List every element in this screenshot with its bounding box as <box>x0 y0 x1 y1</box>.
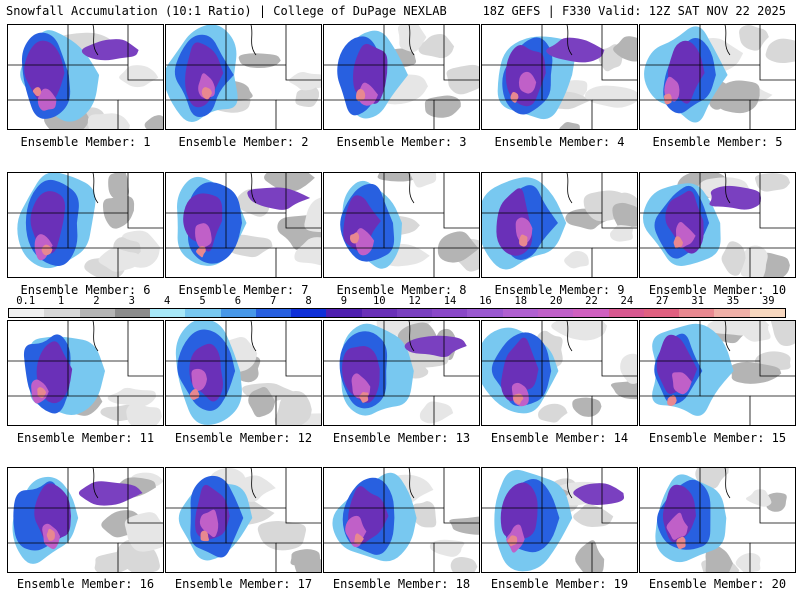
ensemble-member-map <box>639 24 796 130</box>
colorbar-level-label: 7 <box>270 295 277 307</box>
ensemble-member-map <box>7 467 164 573</box>
ensemble-member-label: Ensemble Member: 2 <box>178 135 309 149</box>
colorbar-labels: 0.1 1 2 3 4 5 6 7 8 9 10 12 14 16 18 20 22 24 27 31 35 39 <box>8 295 786 307</box>
colorbar-segment <box>749 309 785 317</box>
colorbar-segment <box>185 309 221 317</box>
ensemble-member-label: Ensemble Member: 3 <box>336 135 467 149</box>
ensemble-member-label: Ensemble Member: 11 <box>16 431 155 445</box>
colorbar-segment <box>220 309 256 317</box>
colorbar-segment <box>114 309 151 317</box>
colorbar-segment <box>537 309 574 317</box>
ensemble-member-label: Ensemble Member: 10 <box>648 283 787 297</box>
colorbar-level-label: 4 <box>163 295 171 307</box>
colorbar-level-label: 39 <box>761 295 775 307</box>
colorbar-segment <box>432 309 468 317</box>
snowfall-colorbar <box>8 308 786 318</box>
ensemble-member-label: Ensemble Member: 16 <box>16 577 155 591</box>
colorbar-level-label: 24 <box>620 295 634 307</box>
ensemble-member-label: Ensemble Member: 13 <box>332 431 471 445</box>
ensemble-member-map <box>7 24 164 130</box>
colorbar-segment <box>255 309 292 317</box>
ensemble-member-label: Ensemble Member: 9 <box>494 283 625 297</box>
colorbar-level-label: 5 <box>199 295 206 307</box>
ensemble-member-map <box>481 172 638 278</box>
ensemble-member-label: Ensemble Member: 14 <box>490 431 629 445</box>
colorbar-level-label: 12 <box>408 295 421 307</box>
ensemble-member-map <box>639 467 796 573</box>
ensemble-member-label: Ensemble Member: 18 <box>332 577 471 591</box>
ensemble-member-map <box>639 172 796 278</box>
valid-time: 18Z GEFS | F330 Valid: 12Z SAT NOV 22 20… <box>482 4 786 18</box>
colorbar-level-label: 3 <box>128 295 135 307</box>
ensemble-member-map <box>323 320 480 426</box>
ensemble-member-label: Ensemble Member: 15 <box>648 431 787 445</box>
ensemble-member-map <box>7 320 164 426</box>
colorbar-level-label: 18 <box>514 295 528 307</box>
colorbar-level-label: 8 <box>305 295 312 307</box>
ensemble-member-map <box>165 172 322 278</box>
colorbar-segment <box>150 309 186 317</box>
colorbar-level-label: 0.1 <box>16 295 36 307</box>
map-title: Snowfall Accumulation (10:1 Ratio) | Col… <box>6 4 447 18</box>
ensemble-member-label: Ensemble Member: 7 <box>178 283 309 297</box>
ensemble-member-map <box>481 24 638 130</box>
colorbar-level-label: 1 <box>57 295 65 307</box>
colorbar-level-label: 16 <box>479 295 492 307</box>
colorbar-segment <box>361 309 397 317</box>
header: Snowfall Accumulation (10:1 Ratio) | Col… <box>0 0 800 22</box>
colorbar-segment <box>396 309 433 317</box>
ensemble-member-map <box>165 467 322 573</box>
ensemble-member-label: Ensemble Member: 20 <box>648 577 787 591</box>
colorbar-segment <box>44 309 80 317</box>
ensemble-member-map <box>165 24 322 130</box>
colorbar-level-label: 6 <box>234 295 242 307</box>
colorbar-level-label: 9 <box>340 295 348 307</box>
colorbar-level-label: 14 <box>443 295 457 307</box>
ensemble-member-label: Ensemble Member: 6 <box>20 283 151 297</box>
colorbar-segment <box>467 309 503 317</box>
ensemble-member-label: Ensemble Member: 17 <box>174 577 313 591</box>
ensemble-member-map <box>323 467 480 573</box>
colorbar-segment <box>573 309 609 317</box>
ensemble-member-map <box>481 467 638 573</box>
colorbar-segment <box>79 309 115 317</box>
colorbar-segment <box>714 309 750 317</box>
ensemble-member-label: Ensemble Member: 8 <box>336 283 467 297</box>
ensemble-member-map <box>481 320 638 426</box>
colorbar-level-label: 31 <box>691 295 704 307</box>
ensemble-member-label: Ensemble Member: 1 <box>20 135 151 149</box>
ensemble-member-map <box>165 320 322 426</box>
ensemble-member-label: Ensemble Member: 12 <box>174 431 313 445</box>
colorbar-level-label: 22 <box>585 295 598 307</box>
ensemble-member-map <box>7 172 164 278</box>
colorbar-segment <box>643 309 680 317</box>
colorbar-level-label: 35 <box>726 295 740 307</box>
colorbar-segment <box>502 309 538 317</box>
ensemble-member-map <box>323 24 480 130</box>
ensemble-member-map <box>323 172 480 278</box>
ensemble-member-map <box>639 320 796 426</box>
colorbar-segment <box>9 309 45 317</box>
ensemble-member-label: Ensemble Member: 19 <box>490 577 629 591</box>
ensemble-member-label: Ensemble Member: 5 <box>652 135 783 149</box>
colorbar-segment <box>679 309 715 317</box>
colorbar-segment <box>291 309 327 317</box>
colorbar-segment <box>608 309 644 317</box>
colorbar-level-label: 20 <box>549 295 563 307</box>
colorbar-segment <box>326 309 362 317</box>
colorbar-level-label: 2 <box>93 295 100 307</box>
colorbar-level-label: 27 <box>655 295 669 307</box>
colorbar-level-label: 10 <box>372 295 386 307</box>
ensemble-member-label: Ensemble Member: 4 <box>494 135 625 149</box>
